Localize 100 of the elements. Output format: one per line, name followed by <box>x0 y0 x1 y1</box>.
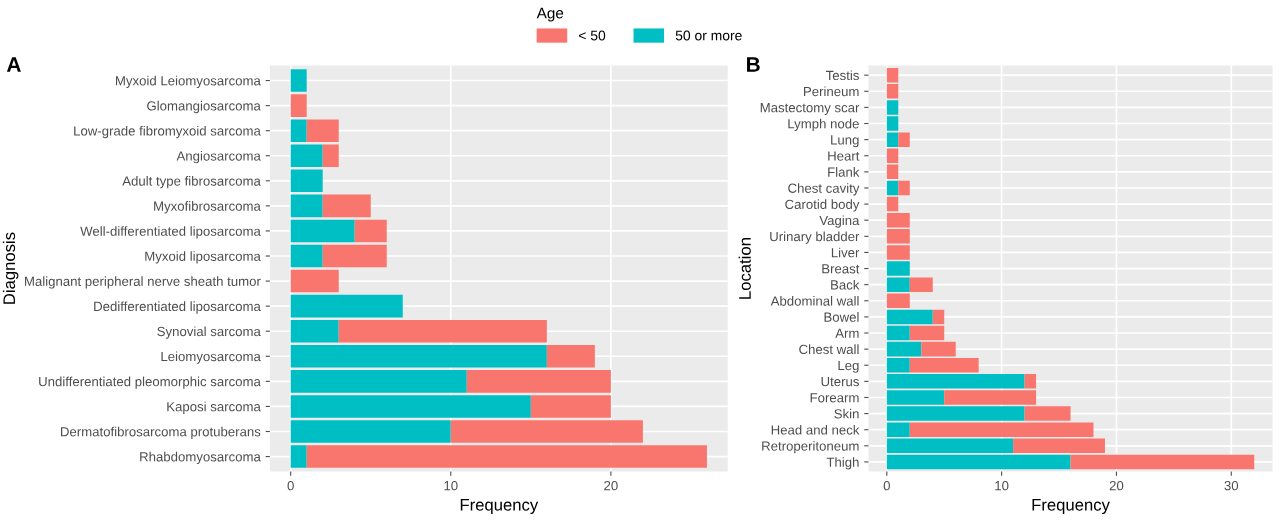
y-tick-label: Abdominal wall <box>770 296 859 306</box>
y-tick-label: Kaposi sarcoma <box>167 401 261 414</box>
bar <box>290 345 547 368</box>
x-tick-label: 30 <box>1224 480 1239 491</box>
bar <box>886 309 933 325</box>
x-axis-title: Frequency <box>460 499 539 515</box>
bar <box>290 169 323 193</box>
bar <box>322 194 371 218</box>
bar <box>898 132 910 147</box>
y-tick-label: Rhabdomyosarcoma <box>140 451 261 465</box>
x-axis-title: Frequency <box>1032 499 1110 515</box>
y-tick-label: Perineum <box>804 86 859 97</box>
x-tick-label: 10 <box>444 480 458 491</box>
bar <box>354 219 387 243</box>
bar <box>290 319 339 343</box>
y-tick-label: Angiosarcoma <box>176 150 261 164</box>
y-tick-label: Urinary bladder <box>770 231 860 244</box>
bar <box>886 84 899 99</box>
y-tick-label: Mastectomy scar <box>760 103 860 115</box>
bar <box>886 196 899 212</box>
y-tick-label: Uterus <box>821 377 859 387</box>
y-tick-label: Lymph node <box>788 118 859 132</box>
bar <box>290 244 323 268</box>
bar <box>290 294 403 318</box>
chart-title: B <box>747 57 760 72</box>
y-tick-label: Leiomyosarcoma <box>161 351 261 364</box>
bar <box>1070 454 1255 470</box>
bar <box>886 180 899 196</box>
bar <box>290 370 467 393</box>
bar <box>898 180 910 196</box>
bar <box>886 67 899 83</box>
bar <box>290 420 451 443</box>
bar <box>921 341 956 357</box>
bar <box>1013 438 1105 454</box>
bar <box>450 420 643 443</box>
bar <box>886 164 899 180</box>
bar <box>322 244 387 268</box>
bar <box>290 94 307 117</box>
bar <box>909 277 933 292</box>
y-tick-label: Undifferentiated pleomorphic sarcoma <box>39 376 261 389</box>
y-tick-label: Testis <box>825 70 859 81</box>
y-tick-label: Skin <box>834 408 859 419</box>
bar <box>290 395 531 418</box>
bar <box>290 445 307 468</box>
bar <box>886 212 910 228</box>
bar <box>886 325 910 341</box>
y-tick-label: Heart <box>828 151 860 161</box>
y-tick-label: Arm <box>835 328 859 338</box>
bar <box>886 454 1071 470</box>
y-tick-label: Chest cavity <box>788 183 860 196</box>
y-tick-label: Synovial sarcoma <box>157 326 261 339</box>
bar <box>886 341 922 357</box>
bar <box>909 325 945 341</box>
y-tick-label: Head and neck <box>771 424 860 435</box>
y-tick-label: Lung <box>831 135 859 148</box>
y-tick-label: Back <box>831 279 860 290</box>
text: A <box>6 57 21 72</box>
y-axis-title: Diagnosis <box>2 232 19 304</box>
bar <box>338 319 547 343</box>
y-tick-label: Leg <box>838 360 859 373</box>
bar <box>909 357 979 373</box>
bar <box>306 119 339 142</box>
x-tick-label: 0 <box>287 480 294 491</box>
y-tick-label: Flank <box>828 167 860 177</box>
x-tick-label: 10 <box>995 480 1009 491</box>
y-tick-label: Myxoid Leiomyosarcoma <box>116 75 261 89</box>
bar <box>290 69 307 92</box>
bar <box>290 119 307 142</box>
x-tick-label: 0 <box>883 480 890 491</box>
y-tick-label: Bowel <box>824 312 859 322</box>
bar <box>886 148 899 163</box>
y-tick-label: Dermatofibrosarcoma protuberans <box>61 426 261 440</box>
bar <box>932 309 945 325</box>
bar <box>290 144 323 168</box>
bar <box>886 357 910 373</box>
y-tick-label: Myxoid liposarcoma <box>145 251 261 264</box>
legend-label: < 50 <box>579 30 606 41</box>
bar <box>546 345 595 368</box>
y-tick-label: Chest wall <box>799 344 859 355</box>
y-tick-label: Liver <box>831 247 860 258</box>
y-tick-label: Well-differentiated liposarcoma <box>80 226 261 239</box>
y-tick-label: Glomangiosarcoma <box>147 100 261 114</box>
x-tick-label: 20 <box>604 480 618 491</box>
bar <box>886 438 1014 454</box>
y-axis-title: Location <box>738 238 751 299</box>
legend-label: 50 or more <box>675 30 742 41</box>
y-tick-label: Breast <box>822 264 860 274</box>
bar <box>530 395 611 418</box>
bar <box>306 445 707 468</box>
bar <box>290 194 323 218</box>
y-tick-label: Adult type fibrosarcoma <box>122 176 261 189</box>
y-tick-label: Carotid body <box>785 199 860 212</box>
bar <box>466 370 611 393</box>
bar <box>290 219 355 243</box>
legend-title: Age <box>536 7 564 22</box>
y-tick-label: Malignant peripheral nerve sheath tumor <box>25 276 261 289</box>
x-tick-label: 20 <box>1109 480 1124 491</box>
y-tick-label: Dedifferentiated liposarcoma <box>94 301 261 314</box>
y-tick-label: Vagina <box>819 215 860 228</box>
y-tick-label: Retroperitoneum <box>762 441 859 454</box>
